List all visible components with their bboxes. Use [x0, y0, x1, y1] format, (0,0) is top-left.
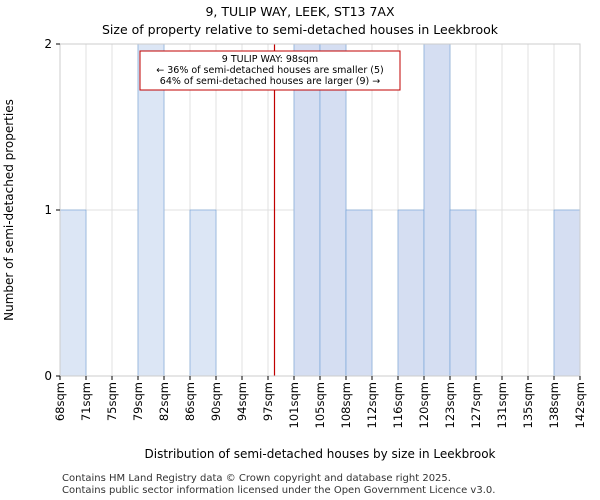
x-tick-label: 116sqm	[391, 382, 405, 428]
bar	[137, 43, 165, 377]
y-axis-label: Number of semi-detached properties	[2, 99, 16, 321]
x-tick-label: 68sqm	[53, 382, 67, 421]
x-tick-label: 75sqm	[105, 382, 119, 421]
bar	[397, 209, 425, 377]
chart-title: 9, TULIP WAY, LEEK, ST13 7AX	[205, 4, 395, 19]
annotation-frame	[139, 50, 401, 91]
chart-subtitle: Size of property relative to semi-detach…	[102, 22, 498, 37]
bar	[293, 43, 321, 377]
x-tick-label: 135sqm	[521, 382, 535, 428]
x-tick-label: 71sqm	[79, 382, 93, 421]
x-tick-label: 82sqm	[157, 382, 171, 421]
bars	[59, 43, 581, 377]
x-tick-label: 79sqm	[131, 382, 145, 421]
y-tick-label: 1	[44, 203, 52, 217]
x-tick-label: 90sqm	[209, 382, 223, 421]
bar	[345, 209, 373, 377]
x-tick-label: 127sqm	[469, 382, 483, 428]
bar	[59, 209, 87, 377]
annotation-line-2: ← 36% of semi-detached houses are smalle…	[156, 65, 384, 76]
x-tick-label: 142sqm	[573, 382, 587, 428]
bar	[423, 43, 451, 377]
bar	[553, 209, 581, 377]
annotation-line-1: 9 TULIP WAY: 98sqm	[222, 54, 318, 65]
y-tick-label: 0	[44, 369, 52, 383]
annotation-box: 9 TULIP WAY: 98sqm ← 36% of semi-detache…	[139, 50, 401, 91]
x-ticks: 68sqm 71sqm 75sqm 79sqm 82sqm 86sqm 90sqm 94sqm…	[53, 376, 587, 428]
x-tick-label: 97sqm	[261, 382, 275, 421]
bar	[319, 43, 347, 377]
x-axis-label: Distribution of semi-detached houses by …	[145, 447, 496, 461]
x-tick-label: 120sqm	[417, 382, 431, 428]
bar	[189, 209, 217, 377]
y-tick-label: 2	[44, 37, 52, 51]
x-tick-label: 86sqm	[183, 382, 197, 421]
x-tick-label: 108sqm	[339, 382, 353, 428]
x-tick-label: 112sqm	[365, 382, 379, 428]
footer-line-1: Contains HM Land Registry data © Crown c…	[62, 473, 451, 484]
bar	[449, 209, 477, 377]
y-ticks: 0 1 2	[44, 37, 60, 383]
x-tick-label: 105sqm	[313, 382, 327, 428]
x-tick-label: 94sqm	[235, 382, 249, 421]
annotation-line-3: 64% of semi-detached houses are larger (…	[160, 76, 380, 87]
x-tick-label: 123sqm	[443, 382, 457, 428]
footer-line-2: Contains public sector information licen…	[62, 485, 496, 496]
x-tick-label: 101sqm	[287, 382, 301, 428]
x-tick-label: 131sqm	[495, 382, 509, 428]
x-tick-label: 138sqm	[547, 382, 561, 428]
